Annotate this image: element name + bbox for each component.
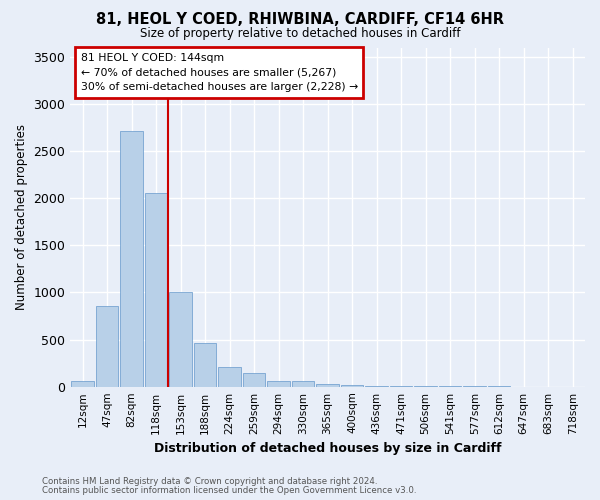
Text: Contains public sector information licensed under the Open Government Licence v3: Contains public sector information licen…: [42, 486, 416, 495]
Y-axis label: Number of detached properties: Number of detached properties: [15, 124, 28, 310]
Bar: [71, 382, 94, 386]
X-axis label: Distribution of detached houses by size in Cardiff: Distribution of detached houses by size …: [154, 442, 502, 455]
Bar: [243, 374, 265, 386]
Bar: [268, 382, 290, 386]
Text: 81 HEOL Y COED: 144sqm
← 70% of detached houses are smaller (5,267)
30% of semi-: 81 HEOL Y COED: 144sqm ← 70% of detached…: [80, 52, 358, 92]
Text: Contains HM Land Registry data © Crown copyright and database right 2024.: Contains HM Land Registry data © Crown c…: [42, 477, 377, 486]
Bar: [218, 367, 241, 386]
Bar: [341, 385, 364, 386]
Bar: [120, 132, 143, 386]
Text: 81, HEOL Y COED, RHIWBINA, CARDIFF, CF14 6HR: 81, HEOL Y COED, RHIWBINA, CARDIFF, CF14…: [96, 12, 504, 28]
Bar: [316, 384, 339, 386]
Bar: [194, 344, 217, 386]
Bar: [292, 382, 314, 386]
Text: Size of property relative to detached houses in Cardiff: Size of property relative to detached ho…: [140, 28, 460, 40]
Bar: [169, 292, 192, 386]
Bar: [145, 193, 167, 386]
Bar: [96, 306, 118, 386]
